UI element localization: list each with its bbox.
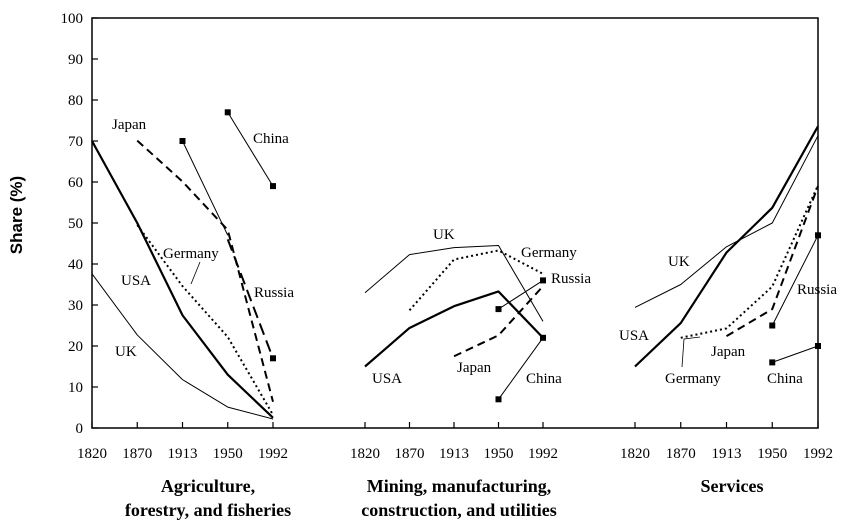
y-tick-label: 60 bbox=[68, 175, 83, 191]
series-line-uk-panel-3 bbox=[634, 135, 819, 308]
y-tick-label: 70 bbox=[68, 134, 83, 150]
series-line-usa-panel-1 bbox=[91, 140, 274, 419]
data-point-marker bbox=[815, 343, 821, 349]
series-line-china-panel-2 bbox=[498, 337, 544, 400]
data-point-marker bbox=[270, 183, 276, 190]
x-axis: 1820 1870 1913 1950 1992 1820 1870 1913 1950 1992… bbox=[77, 422, 833, 462]
series-line-china-panel-3 bbox=[772, 345, 819, 363]
y-tick-label: 80 bbox=[68, 93, 83, 109]
x-tick-label: 1870 bbox=[666, 446, 696, 462]
series-line-usa-panel-3 bbox=[634, 125, 819, 368]
series-label-japan: Japan bbox=[112, 117, 147, 133]
x-tick-label: 1913 bbox=[712, 446, 742, 462]
x-tick-label: 1950 bbox=[757, 446, 787, 462]
series-line-japan-panel-3 bbox=[725, 185, 819, 338]
label-leader-line bbox=[190, 261, 201, 285]
data-point-marker bbox=[540, 277, 546, 284]
series-labels: Japan China Germany USA Russia UK UK Germany Rus… bbox=[112, 117, 837, 387]
series-line-china-panel-1 bbox=[227, 112, 274, 187]
y-tick-label: 50 bbox=[68, 216, 83, 232]
series-label-russia: Russia bbox=[797, 282, 837, 298]
x-tick-label: 1950 bbox=[213, 446, 243, 462]
x-tick-label: 1870 bbox=[122, 446, 152, 462]
y-tick-label: 10 bbox=[68, 380, 83, 396]
series-label-germany: Germany bbox=[163, 246, 219, 262]
data-point-marker bbox=[179, 138, 186, 144]
x-tick-label: 1913 bbox=[439, 446, 469, 462]
panel-titles: Agriculture, forestry, and fisheries Minin… bbox=[125, 476, 764, 520]
series-label-germany: Germany bbox=[521, 245, 577, 261]
series-label-china: China bbox=[767, 371, 803, 387]
series-layer bbox=[91, 109, 821, 420]
x-tick-label: 1913 bbox=[168, 446, 198, 462]
x-tick-label: 1820 bbox=[620, 446, 650, 462]
data-point-marker bbox=[815, 232, 821, 239]
data-point-marker bbox=[540, 334, 546, 341]
series-label-usa: USA bbox=[121, 273, 151, 289]
x-tick-label: 1870 bbox=[395, 446, 425, 462]
series-line-germany-panel-3 bbox=[680, 184, 819, 339]
series-label-japan: Japan bbox=[457, 360, 492, 376]
series-line-russia-panel-1 bbox=[226, 239, 274, 359]
y-axis: 0 10 20 30 40 50 60 70 80 90 100 bbox=[61, 11, 98, 437]
series-line-uk-panel-1 bbox=[91, 273, 274, 420]
y-tick-label: 20 bbox=[68, 339, 83, 355]
panel-title-1: forestry, and fisheries bbox=[125, 500, 291, 520]
y-tick-label: 30 bbox=[68, 298, 83, 314]
x-tick-label: 1992 bbox=[528, 446, 558, 462]
series-line-usa-panel-2 bbox=[364, 290, 544, 368]
x-tick-label: 1992 bbox=[258, 446, 288, 462]
y-tick-label: 40 bbox=[68, 257, 83, 273]
series-line-uk-panel-2 bbox=[364, 245, 544, 322]
series-label-uk: UK bbox=[668, 254, 690, 270]
data-point-marker bbox=[495, 306, 502, 313]
x-tick-label: 1950 bbox=[484, 446, 514, 462]
panel-title-1: Agriculture, bbox=[161, 476, 255, 496]
series-label-russia: Russia bbox=[551, 271, 591, 287]
series-label-usa: USA bbox=[619, 328, 649, 344]
data-point-marker bbox=[495, 396, 502, 403]
series-label-germany: Germany bbox=[665, 371, 721, 387]
x-tick-label: 1992 bbox=[803, 446, 833, 462]
series-line-unlabeled-panel-1 bbox=[182, 140, 229, 236]
plot-area-border bbox=[91, 17, 819, 429]
series-label-china: China bbox=[526, 371, 562, 387]
series-line-germany-panel-1 bbox=[136, 224, 274, 416]
panel-title-2: construction, and utilities bbox=[361, 500, 557, 520]
series-label-usa: USA bbox=[372, 371, 402, 387]
series-label-china: China bbox=[253, 131, 289, 147]
data-point-marker bbox=[270, 355, 276, 362]
panel-title-3: Services bbox=[701, 476, 764, 496]
plot-frame bbox=[91, 17, 819, 429]
series-line-russia-panel-2 bbox=[498, 279, 544, 310]
series-label-russia: Russia bbox=[254, 285, 294, 301]
series-line-japan-panel-2 bbox=[453, 285, 544, 358]
data-point-marker bbox=[224, 109, 231, 116]
series-line-germany-panel-2 bbox=[408, 249, 544, 311]
y-tick-label: 90 bbox=[68, 52, 83, 68]
data-point-marker bbox=[769, 322, 776, 329]
series-line-japan-panel-1 bbox=[136, 139, 274, 403]
x-tick-label: 1820 bbox=[350, 446, 380, 462]
panel-title-2: Mining, manufacturing, bbox=[367, 476, 552, 496]
data-point-marker bbox=[769, 359, 776, 366]
y-tick-label: 100 bbox=[61, 11, 84, 27]
series-label-uk: UK bbox=[433, 227, 455, 243]
x-tick-label: 1820 bbox=[77, 446, 107, 462]
series-label-uk: UK bbox=[115, 344, 137, 360]
series-label-japan: Japan bbox=[711, 344, 746, 360]
y-tick-label: 0 bbox=[76, 421, 84, 437]
series-line-russia-panel-3 bbox=[771, 235, 819, 326]
label-leader-line bbox=[681, 336, 701, 368]
y-axis-label: Share (%) bbox=[7, 176, 26, 254]
